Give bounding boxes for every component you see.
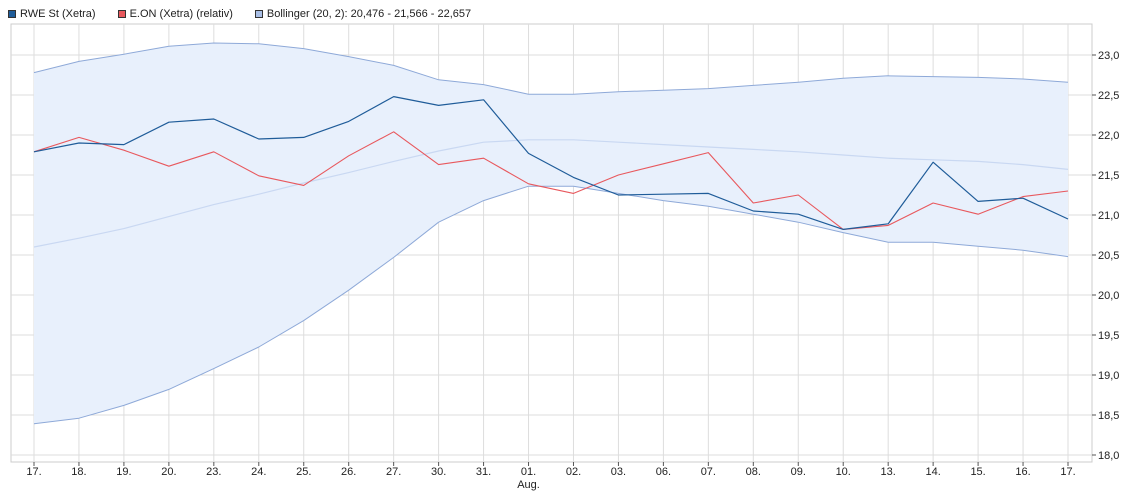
x-tick-label: 25. (296, 466, 311, 478)
legend-swatch-eon (117, 10, 126, 18)
x-tick-label: 18. (71, 466, 86, 478)
x-tick-label: 09. (791, 466, 806, 478)
x-tick-label: 16. (1015, 466, 1030, 478)
legend-item-rwe[interactable]: RWE St (Xetra) (8, 8, 96, 20)
x-tick-label: 10. (836, 466, 851, 478)
x-tick-label: 01. (521, 466, 536, 478)
x-tick-label: 31. (476, 466, 491, 478)
x-tick-label: 24. (251, 466, 266, 478)
y-tick-label: 19,5 (1098, 330, 1119, 342)
y-tick-label: 19,0 (1098, 370, 1119, 382)
legend-swatch-bollinger (254, 10, 263, 18)
y-tick-label: 21,0 (1098, 210, 1119, 222)
x-tick-label: 17. (1060, 466, 1075, 478)
x-tick-label: 17. (26, 466, 41, 478)
x-tick-label: 23. (206, 466, 221, 478)
x-tick-label: 14. (925, 466, 940, 478)
x-tick-label: 30. (431, 466, 446, 478)
x-tick-label: 07. (701, 466, 716, 478)
legend-label-bollinger: Bollinger (20, 2): 20,476 - 21,566 - 22,… (266, 8, 472, 20)
bollinger-upper-line (33, 42, 1069, 95)
eon-series-line (33, 131, 1069, 230)
bollinger-middle-line (33, 139, 1069, 248)
x-tick-label: 03. (611, 466, 626, 478)
legend-item-eon[interactable]: E.ON (Xetra) (relativ) (117, 8, 233, 20)
y-tick-label: 21,5 (1098, 170, 1119, 182)
legend-label-rwe: RWE St (Xetra) (20, 8, 96, 20)
y-tick-label: 22,5 (1098, 90, 1119, 102)
y-tick-label: 23,0 (1098, 50, 1119, 62)
y-tick-label: 20,0 (1098, 290, 1119, 302)
y-tick-label: 18,0 (1098, 450, 1119, 462)
x-tick-label: 27. (386, 466, 401, 478)
bollinger-lower-line (33, 185, 1069, 425)
x-tick-label: 19. (116, 466, 131, 478)
x-tick-label: 02. (566, 466, 581, 478)
chart-legend: RWE St (Xetra) E.ON (Xetra) (relativ) Bo… (8, 6, 493, 22)
y-tick-label: 18,5 (1098, 410, 1119, 422)
x-tick-label: 13. (881, 466, 896, 478)
x-tick-label: 08. (746, 466, 761, 478)
legend-swatch-rwe (8, 10, 16, 18)
legend-item-bollinger[interactable]: Bollinger (20, 2): 20,476 - 21,566 - 22,… (254, 8, 472, 20)
rwe-series-line (33, 95, 1069, 230)
y-tick-label: 20,5 (1098, 250, 1119, 262)
x-month-label: Aug. (517, 479, 540, 491)
x-tick-label: 06. (656, 466, 671, 478)
legend-label-eon: E.ON (Xetra) (relativ) (129, 8, 233, 20)
y-tick-label: 22,0 (1098, 130, 1119, 142)
x-tick-label: 20. (161, 466, 176, 478)
x-tick-label: 26. (341, 466, 356, 478)
x-tick-label: 15. (970, 466, 985, 478)
